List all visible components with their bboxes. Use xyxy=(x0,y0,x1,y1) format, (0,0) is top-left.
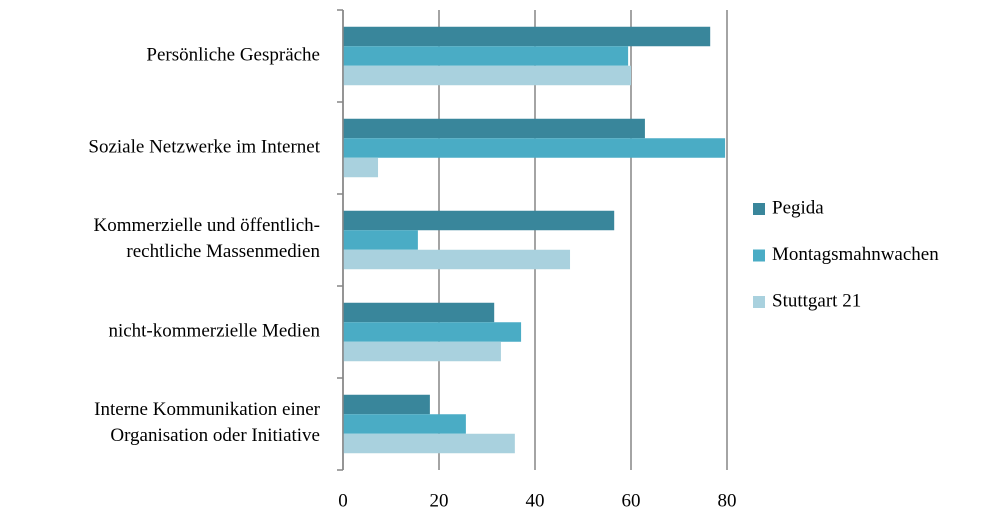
bar xyxy=(343,433,515,454)
bar xyxy=(343,118,645,139)
bar xyxy=(343,322,522,342)
y-tick-label: Interne Kommunikation einer Organisation … xyxy=(94,399,320,446)
legend-swatch xyxy=(753,249,765,262)
bar xyxy=(343,26,711,47)
y-tick-label: Persönliche Gespräche xyxy=(146,44,320,65)
x-tick-label: 0 xyxy=(338,490,348,511)
legend-label: Pegida xyxy=(772,197,824,218)
bar xyxy=(343,46,629,66)
x-tick-label: 20 xyxy=(430,490,449,511)
x-tick-label: 60 xyxy=(622,490,641,511)
legend-swatch xyxy=(753,203,765,215)
y-tick-label: Soziale Netzwerke im Internet xyxy=(88,136,320,157)
bar xyxy=(343,230,418,250)
bar xyxy=(343,414,466,434)
bar xyxy=(343,394,430,415)
bar xyxy=(343,210,615,231)
legend-label: Stuttgart 21 xyxy=(772,290,861,311)
legend-label: Montagsmahnwachen xyxy=(772,244,939,265)
bar xyxy=(343,341,501,362)
y-tick-label: Kommerzielle und öffentlich-rechtliche M… xyxy=(93,215,320,262)
bar xyxy=(343,138,726,158)
bar xyxy=(343,249,571,270)
y-tick-label: nicht-kommerzielle Medien xyxy=(108,320,320,341)
bar xyxy=(343,157,379,178)
x-tick-label: 40 xyxy=(526,490,545,511)
x-tick-label: 80 xyxy=(718,490,737,511)
bar xyxy=(343,302,495,323)
bar xyxy=(343,65,631,86)
legend-swatch xyxy=(753,296,765,308)
